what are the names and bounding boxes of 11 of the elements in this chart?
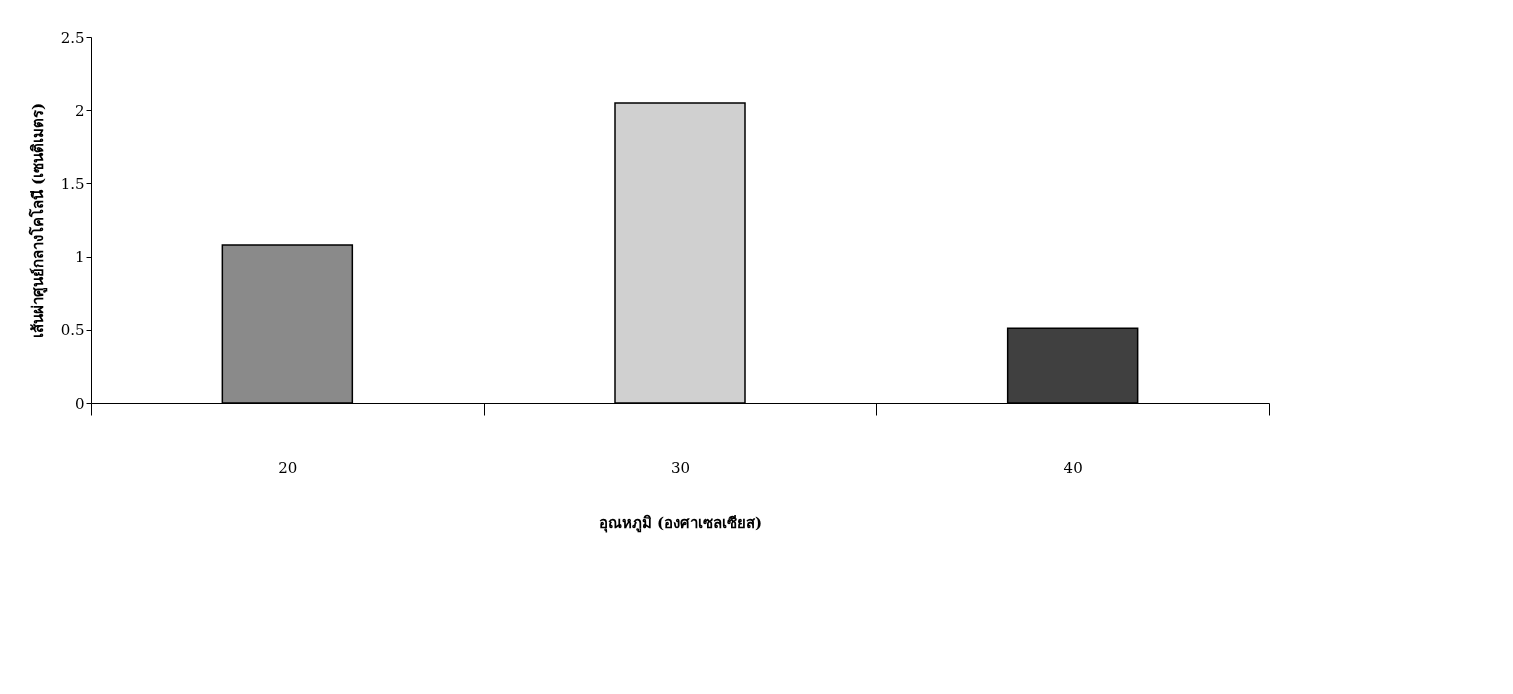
y-tick-label: 2 [74,101,85,120]
y-tick-label: 2.5 [60,28,85,47]
x-tick-label: 40 [1063,458,1083,477]
x-tick-label: 30 [670,458,691,477]
y-tick-label: 0.5 [60,321,85,340]
y-tick-label: 0 [74,394,85,413]
y-axis-title: เส้นผ่าศูนย์กลางโคโลนี (เซนติเมตร) [27,102,48,339]
y-tick-label: 1.5 [60,174,85,193]
x-tick-label: 20 [278,458,298,477]
y-tick-label: 1 [74,248,85,267]
x-axis-title: อุณหภูมิ (องศาเซลเซียส) [598,513,763,533]
